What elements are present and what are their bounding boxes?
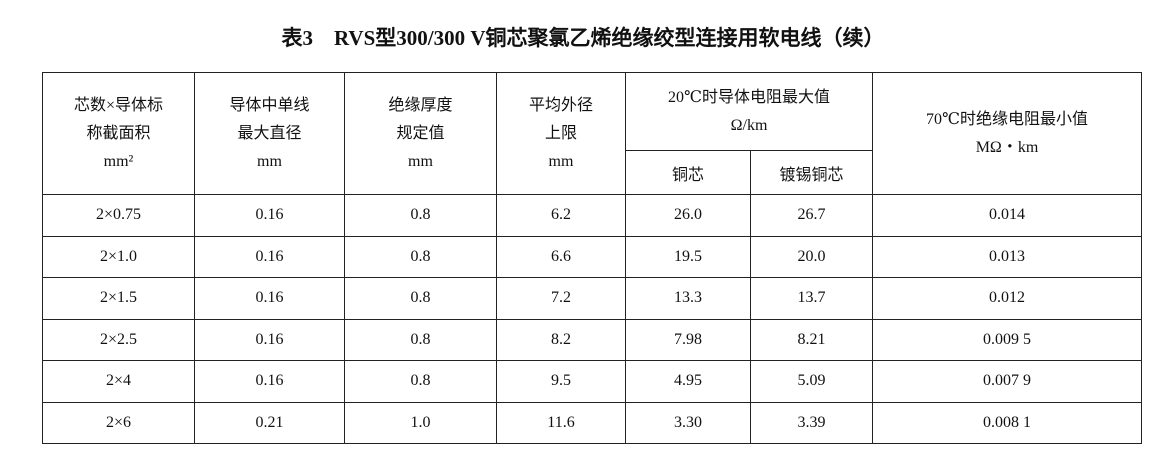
table-cell: 3.39 [750,401,873,444]
data-table: 芯数×导体标 称截面积 mm² 导体中单线最大直径 mm 绝缘厚度规定值 mm 平均外径上限 m… [42,72,1142,444]
table-header: 芯数×导体标 称截面积 mm² 导体中单线最大直径 mm 绝缘厚度规定值 mm 平均外径上限 m… [42,72,1142,195]
header-cell: 20℃时导体电阻最大值 Ω/km [625,72,873,151]
table-cell: 0.16 [194,194,345,237]
table-cell: 7.98 [625,318,751,361]
table-cell: 7.2 [496,277,626,320]
header-line: mm² [103,152,134,170]
header-line: MΩ・km [975,138,1039,156]
table-body: 2×0.75 0.16 0.8 6.2 26.0 26.7 0.014 2×1.0 0.16 0.… [42,194,1142,444]
table-cell: 20.0 [750,235,873,278]
header-line: 平均外径 [528,96,593,114]
table-cell: 0.8 [344,318,497,361]
table-cell: 0.8 [344,194,497,237]
header-line: 规定值 [396,124,445,142]
table-row: 2×1.0 0.16 0.8 6.6 19.5 20.0 0.013 [42,235,1142,278]
subheader-cell: 铜芯 [625,150,751,195]
header-line: 上限 [544,124,577,142]
subheader-row: 铜芯 镀锡铜芯 [43,150,1142,195]
header-line: 20℃时导体电阻最大值 [668,88,830,106]
header-cell: 绝缘厚度规定值 mm [344,72,497,195]
table-row: 2×2.5 0.16 0.8 8.2 7.98 8.21 0.009 5 [42,318,1142,361]
table-cell: 13.3 [625,277,751,320]
header-cell: 芯数×导体标 称截面积 mm² [42,72,195,195]
table-cell: 0.21 [194,401,345,444]
header-line: mm [408,152,433,170]
table-cell: 0.16 [194,360,345,403]
table-cell: 0.8 [344,277,497,320]
table-cell: 2×2.5 [42,318,195,361]
table-cell: 0.16 [194,277,345,320]
table-cell: 0.009 5 [872,318,1142,361]
header-line: 称截面积 [86,124,151,142]
subheader-cell: 镀锡铜芯 [750,150,873,195]
table-row: 2×6 0.21 1.0 11.6 3.30 3.39 0.008 1 [42,401,1142,444]
table-cell: 19.5 [625,235,751,278]
table-cell: 13.7 [750,277,873,320]
table-cell: 2×6 [42,401,195,444]
table-cell: 6.6 [496,235,626,278]
header-cell: 导体中单线最大直径 mm [194,72,345,195]
table-cell: 0.007 9 [872,360,1142,403]
table-row: 2×0.75 0.16 0.8 6.2 26.0 26.7 0.014 [42,194,1142,237]
table-cell: 3.30 [625,401,751,444]
table-cell: 26.0 [625,194,751,237]
table-cell: 0.013 [872,235,1142,278]
table-cell: 0.8 [344,235,497,278]
table-cell: 8.2 [496,318,626,361]
table-cell: 2×1.5 [42,277,195,320]
header-line: 最大直径 [237,124,302,142]
table-cell: 11.6 [496,401,626,444]
table-cell: 0.16 [194,235,345,278]
table-title: 表3 RVS型300/300 V铜芯聚氯乙烯绝缘绞型连接用软电线（续） [281,26,885,50]
table-cell: 0.16 [194,318,345,361]
table-cell: 2×1.0 [42,235,195,278]
table-cell: 0.012 [872,277,1142,320]
table-cell: 2×4 [42,360,195,403]
header-line: 芯数×导体标 [73,96,164,114]
table-cell: 1.0 [344,401,497,444]
table-cell: 0.014 [872,194,1142,237]
header-line: 导体中单线 [229,96,310,114]
table-cell: 9.5 [496,360,626,403]
header-line: mm [257,152,282,170]
table-cell: 5.09 [750,360,873,403]
header-line: 70℃时绝缘电阻最小值 [926,110,1088,128]
header-line: 绝缘厚度 [388,96,453,114]
table-cell: 0.008 1 [872,401,1142,444]
table-cell: 26.7 [750,194,873,237]
header-line: mm [548,152,574,170]
table-cell: 0.8 [344,360,497,403]
table-cell: 8.21 [750,318,873,361]
header-row: 芯数×导体标 称截面积 mm² 导体中单线最大直径 mm 绝缘厚度规定值 mm 平均外径上限 m… [42,72,1142,195]
table-row: 2×1.5 0.16 0.8 7.2 13.3 13.7 0.012 [42,277,1142,320]
table-row: 2×4 0.16 0.8 9.5 4.95 5.09 0.007 9 [42,360,1142,403]
table-cell: 4.95 [625,360,751,403]
table-cell: 2×0.75 [42,194,195,237]
header-cell: 70℃时绝缘电阻最小值 MΩ・km [872,72,1142,195]
table-cell: 6.2 [496,194,626,237]
header-cell: 平均外径上限 mm [496,72,626,195]
header-line: Ω/km [730,116,768,134]
